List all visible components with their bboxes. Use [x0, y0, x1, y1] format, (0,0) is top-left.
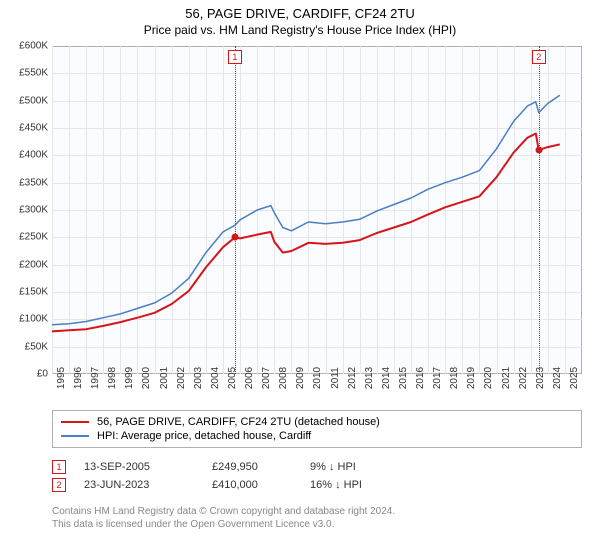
- y-axis-label: £400K: [0, 150, 48, 161]
- plot-area: £0£50K£100K£150K£200K£250K£300K£350K£400…: [52, 46, 582, 374]
- legend-swatch: [61, 421, 89, 423]
- sales-date: 23-JUN-2023: [84, 479, 194, 491]
- sales-row: 2 23-JUN-2023 £410,000 16% ↓ HPI: [52, 476, 582, 494]
- chart-container: 56, PAGE DRIVE, CARDIFF, CF24 2TU Price …: [0, 0, 600, 560]
- sales-table: 1 13-SEP-2005 £249,950 9% ↓ HPI 2 23-JUN-2023…: [52, 458, 582, 494]
- y-axis-label: £550K: [0, 68, 48, 79]
- y-axis-label: £100K: [0, 314, 48, 325]
- sales-marker: 2: [52, 478, 66, 492]
- y-axis-label: £350K: [0, 177, 48, 188]
- series-property: [52, 134, 560, 332]
- sales-diff: 9% ↓ HPI: [310, 461, 410, 473]
- chart-title: 56, PAGE DRIVE, CARDIFF, CF24 2TU: [0, 6, 600, 21]
- marker-dot: [231, 234, 238, 241]
- chart-subtitle: Price paid vs. HM Land Registry's House …: [0, 23, 600, 37]
- y-axis-label: £250K: [0, 232, 48, 243]
- chart-titles: 56, PAGE DRIVE, CARDIFF, CF24 2TU Price …: [0, 0, 600, 37]
- marker-box: 1: [228, 50, 242, 64]
- series-svg: [52, 46, 582, 374]
- y-axis-label: £600K: [0, 41, 48, 52]
- sales-price: £410,000: [212, 479, 292, 491]
- legend-row: HPI: Average price, detached house, Card…: [61, 429, 573, 443]
- sales-row: 1 13-SEP-2005 £249,950 9% ↓ HPI: [52, 458, 582, 476]
- legend-label: HPI: Average price, detached house, Card…: [97, 430, 311, 442]
- legend-swatch: [61, 435, 89, 437]
- marker-dot: [535, 146, 542, 153]
- marker-box: 2: [532, 50, 546, 64]
- y-axis-label: £450K: [0, 123, 48, 134]
- y-axis-label: £500K: [0, 95, 48, 106]
- footnote-line: This data is licensed under the Open Gov…: [52, 518, 582, 531]
- y-axis-label: £150K: [0, 287, 48, 298]
- legend-label: 56, PAGE DRIVE, CARDIFF, CF24 2TU (detac…: [97, 416, 380, 428]
- sales-price: £249,950: [212, 461, 292, 473]
- sales-diff: 16% ↓ HPI: [310, 479, 410, 491]
- footnote-line: Contains HM Land Registry data © Crown c…: [52, 505, 582, 518]
- y-axis-label: £300K: [0, 205, 48, 216]
- legend-box: 56, PAGE DRIVE, CARDIFF, CF24 2TU (detac…: [52, 410, 582, 448]
- y-axis-label: £200K: [0, 259, 48, 270]
- y-axis-label: £0: [0, 369, 48, 380]
- legend-row: 56, PAGE DRIVE, CARDIFF, CF24 2TU (detac…: [61, 415, 573, 429]
- series-hpi: [52, 95, 560, 325]
- y-axis-label: £50K: [0, 341, 48, 352]
- sales-date: 13-SEP-2005: [84, 461, 194, 473]
- footnote: Contains HM Land Registry data © Crown c…: [52, 505, 582, 531]
- sales-marker: 1: [52, 460, 66, 474]
